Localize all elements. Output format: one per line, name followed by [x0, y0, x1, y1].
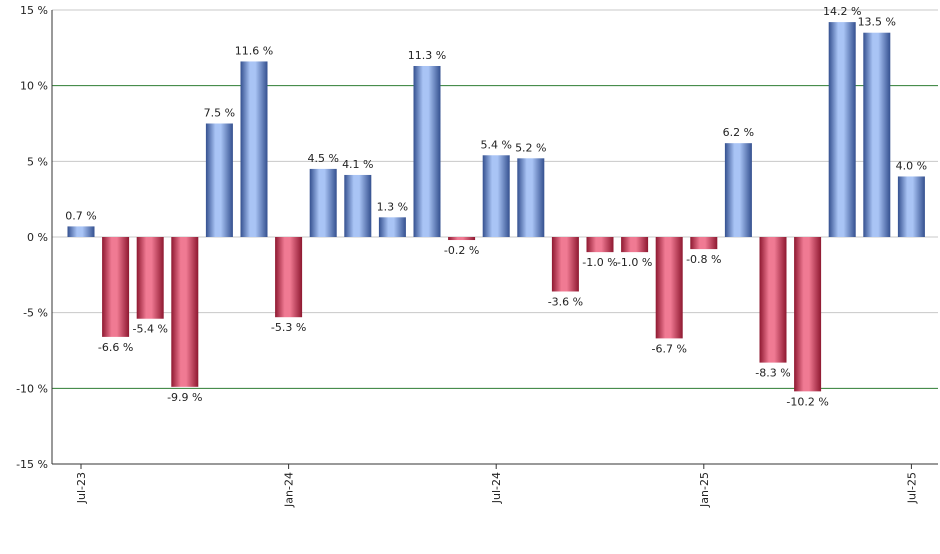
- bar: [482, 155, 510, 237]
- data-label: -0.2 %: [444, 244, 479, 257]
- bar: [275, 237, 303, 318]
- data-label: 1.3 %: [377, 200, 408, 213]
- x-tick-label: Jul-25: [905, 472, 918, 504]
- bar: [897, 176, 925, 237]
- data-label: 4.1 %: [342, 158, 373, 171]
- bars: [67, 22, 925, 392]
- bar: [67, 226, 95, 237]
- bar: [378, 217, 406, 237]
- data-label: -8.3 %: [755, 367, 790, 380]
- data-label: -9.9 %: [167, 391, 202, 404]
- bar: [309, 168, 337, 237]
- bar: [690, 237, 718, 250]
- bar: [621, 237, 649, 253]
- data-label: 13.5 %: [858, 16, 896, 29]
- data-label: -6.7 %: [651, 342, 686, 355]
- data-label: -5.3 %: [271, 321, 306, 334]
- data-label: 0.7 %: [65, 209, 96, 222]
- bar: [413, 65, 441, 237]
- bar: [863, 32, 891, 238]
- data-label: -3.6 %: [548, 295, 583, 308]
- data-label: 11.6 %: [235, 44, 273, 57]
- bar: [171, 237, 199, 387]
- data-label: 5.4 %: [480, 138, 511, 151]
- data-labels: 0.7 % -6.6 % -5.4 % -9.9 % 7.5 % 11.6 % -5.3 %…: [65, 5, 927, 408]
- bar: [794, 237, 822, 392]
- data-label: -10.2 %: [786, 395, 828, 408]
- bar: [655, 237, 683, 339]
- data-label: 7.5 %: [204, 107, 235, 120]
- bar: [448, 237, 476, 241]
- data-label: 4.5 %: [307, 152, 338, 165]
- bar: [551, 237, 579, 292]
- y-tick-label: 5 %: [27, 155, 48, 168]
- bar: [102, 237, 130, 337]
- x-tick-label: Jan-24: [283, 472, 296, 508]
- data-label: -5.4 %: [132, 323, 167, 336]
- x-tick-label: Jul-24: [490, 472, 503, 504]
- data-label: 5.2 %: [515, 141, 546, 154]
- bar: [205, 123, 233, 237]
- y-tick-label: -10 %: [16, 382, 48, 395]
- data-label: -6.6 %: [98, 341, 133, 354]
- y-tick-label: 10 %: [20, 80, 48, 93]
- data-label: 6.2 %: [723, 126, 754, 139]
- bar: [828, 22, 856, 238]
- y-tick-label: -5 %: [23, 307, 48, 320]
- data-label: -1.0 %: [582, 256, 617, 269]
- bar: [240, 61, 268, 237]
- y-tick-label: -15 %: [16, 458, 48, 471]
- bar: [759, 237, 787, 363]
- data-label: -1.0 %: [617, 256, 652, 269]
- bar: [344, 174, 372, 237]
- y-tick-label: 15 %: [20, 4, 48, 17]
- x-tick-label: Jan-25: [698, 472, 711, 508]
- data-label: 14.2 %: [823, 5, 861, 18]
- x-tick-label: Jul-23: [75, 472, 88, 504]
- data-label: 4.0 %: [896, 159, 927, 172]
- data-label: 11.3 %: [408, 49, 446, 62]
- data-label: -0.8 %: [686, 253, 721, 266]
- bar: [724, 143, 752, 237]
- axes: 15 % 10 % 5 % 0 % -5 % -10 % -15 % Jul-23 Jan-24…: [16, 4, 938, 508]
- bar: [517, 158, 545, 237]
- bar: [586, 237, 614, 253]
- bar: [136, 237, 164, 319]
- y-tick-label: 0 %: [27, 231, 48, 244]
